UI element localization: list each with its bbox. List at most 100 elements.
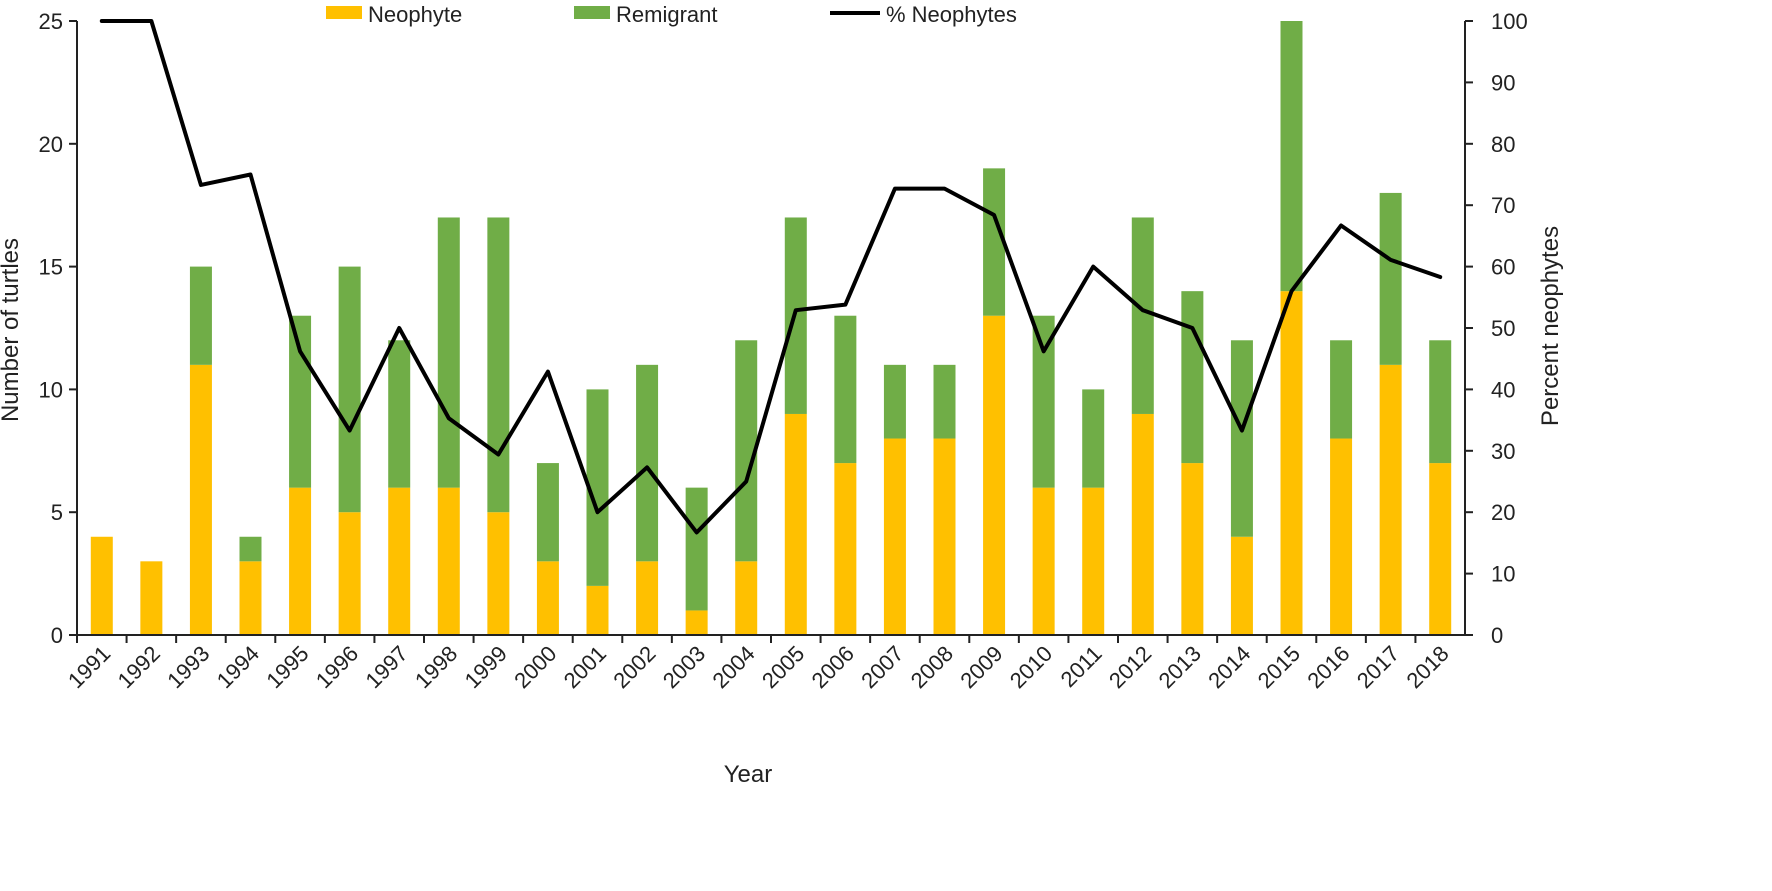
bar-neophyte-2013 bbox=[1181, 463, 1204, 635]
bar-neophyte-2007 bbox=[883, 438, 906, 635]
bar-neophyte-2017 bbox=[1379, 364, 1402, 635]
line-layer bbox=[99, 19, 1443, 535]
bar-remigrant-1994 bbox=[239, 536, 262, 562]
line-percent-neophytes bbox=[99, 19, 1443, 535]
bar-neophyte-2018 bbox=[1429, 463, 1452, 635]
x-tick-label-1998: 1998 bbox=[410, 641, 462, 693]
x-tick-label-2003: 2003 bbox=[658, 641, 710, 693]
x-tick-label-1994: 1994 bbox=[212, 641, 264, 693]
bar-neophyte-2005 bbox=[784, 413, 807, 635]
y2-tick-label-50: 50 bbox=[1491, 316, 1515, 341]
bar-remigrant-2003 bbox=[685, 487, 708, 611]
x-tick-label-2016: 2016 bbox=[1302, 641, 1354, 693]
y2-tick-label-80: 80 bbox=[1491, 132, 1515, 157]
y2-tick-label-90: 90 bbox=[1491, 70, 1515, 95]
x-tick-label-2012: 2012 bbox=[1104, 641, 1156, 693]
legend-label-remigrant: Remigrant bbox=[616, 2, 717, 27]
bar-neophyte-2008 bbox=[933, 438, 956, 635]
x-tick-label-1993: 1993 bbox=[162, 641, 214, 693]
legend-swatch-remigrant bbox=[574, 6, 610, 19]
x-tick-label-2010: 2010 bbox=[1005, 641, 1057, 693]
bar-remigrant-1993 bbox=[189, 266, 212, 365]
bar-neophyte-1996 bbox=[338, 512, 361, 635]
bar-remigrant-2004 bbox=[735, 340, 758, 562]
bar-neophyte-2015 bbox=[1280, 291, 1303, 635]
bar-remigrant-2012 bbox=[1131, 217, 1154, 414]
y2-tick-label-100: 100 bbox=[1491, 9, 1528, 34]
axes-layer bbox=[76, 21, 1466, 636]
x-tick-label-2001: 2001 bbox=[559, 641, 611, 693]
x-tick-label-2009: 2009 bbox=[955, 641, 1007, 693]
x-tick-label-1992: 1992 bbox=[113, 641, 165, 693]
y-tick-label-15: 15 bbox=[39, 255, 63, 280]
y-tick-label-20: 20 bbox=[39, 132, 63, 157]
y-axis-title: Number of turtles bbox=[0, 238, 24, 422]
bar-remigrant-2016 bbox=[1330, 340, 1353, 439]
bar-neophyte-2006 bbox=[834, 463, 857, 635]
x-tick-label-1991: 1991 bbox=[63, 641, 115, 693]
y-tick-label-10: 10 bbox=[39, 377, 63, 402]
bar-remigrant-2017 bbox=[1379, 192, 1402, 365]
x-tick-label-2002: 2002 bbox=[608, 641, 660, 693]
bar-neophyte-1991 bbox=[90, 536, 113, 635]
bar-neophyte-1999 bbox=[487, 512, 510, 635]
bar-neophyte-1992 bbox=[140, 561, 163, 635]
bar-neophyte-1993 bbox=[189, 364, 212, 635]
bar-neophyte-2003 bbox=[685, 610, 708, 635]
y-tick-label-0: 0 bbox=[51, 623, 63, 648]
bar-remigrant-2008 bbox=[933, 364, 956, 439]
x-axis-title: Year bbox=[724, 761, 773, 788]
bar-neophyte-2000 bbox=[536, 561, 559, 635]
bar-neophyte-1995 bbox=[289, 487, 312, 635]
x-tick-label-1995: 1995 bbox=[261, 641, 313, 693]
bar-remigrant-2009 bbox=[983, 168, 1006, 316]
bar-remigrant-2013 bbox=[1181, 291, 1204, 464]
y-tick-label-25: 25 bbox=[39, 9, 63, 34]
x-tick-label-2014: 2014 bbox=[1203, 641, 1255, 693]
x-tick-label-2015: 2015 bbox=[1253, 641, 1305, 693]
y2-axis-title: Percent neophytes bbox=[1537, 226, 1564, 426]
x-tick-label-1999: 1999 bbox=[460, 641, 512, 693]
bar-remigrant-2018 bbox=[1429, 340, 1452, 464]
bar-neophyte-2009 bbox=[983, 315, 1006, 635]
bar-neophyte-2002 bbox=[636, 561, 659, 635]
y2-tick-label-60: 60 bbox=[1491, 255, 1515, 280]
bar-neophyte-2011 bbox=[1082, 487, 1105, 635]
bar-neophyte-2016 bbox=[1330, 438, 1353, 635]
bar-remigrant-2007 bbox=[883, 364, 906, 439]
bar-neophyte-2010 bbox=[1032, 487, 1055, 635]
x-tick-label-2006: 2006 bbox=[807, 641, 859, 693]
x-tick-label-2005: 2005 bbox=[757, 641, 809, 693]
bar-remigrant-2002 bbox=[636, 364, 659, 562]
y2-tick-label-40: 40 bbox=[1491, 377, 1515, 402]
y2-tick-label-20: 20 bbox=[1491, 500, 1515, 525]
bar-remigrant-2001 bbox=[586, 389, 609, 586]
x-tick-label-2004: 2004 bbox=[707, 641, 759, 693]
y2-tick-label-10: 10 bbox=[1491, 562, 1515, 587]
bar-neophyte-1997 bbox=[388, 487, 411, 635]
bar-neophyte-2001 bbox=[586, 585, 609, 635]
bar-remigrant-1999 bbox=[487, 217, 510, 513]
bar-neophyte-2012 bbox=[1131, 413, 1154, 635]
legend-label-percent-neophytes: % Neophytes bbox=[886, 2, 1017, 27]
y-tick-label-5: 5 bbox=[51, 500, 63, 525]
x-tick-label-2013: 2013 bbox=[1154, 641, 1206, 693]
y2-tick-label-70: 70 bbox=[1491, 193, 1515, 218]
bar-remigrant-1997 bbox=[388, 340, 411, 488]
x-tick-label-2018: 2018 bbox=[1401, 641, 1453, 693]
bar-remigrant-2006 bbox=[834, 315, 857, 464]
legend: Neophyte Remigrant % Neophytes bbox=[326, 2, 1017, 27]
bar-remigrant-1995 bbox=[289, 315, 312, 488]
bar-remigrant-2015 bbox=[1280, 21, 1303, 292]
y2-tick-label-0: 0 bbox=[1491, 623, 1503, 648]
x-tick-label-2007: 2007 bbox=[856, 641, 908, 693]
bar-remigrant-1996 bbox=[338, 266, 361, 513]
x-tick-label-1997: 1997 bbox=[360, 641, 412, 693]
x-tick-label-2008: 2008 bbox=[906, 641, 958, 693]
bar-neophyte-1994 bbox=[239, 561, 262, 635]
x-tick-label-2017: 2017 bbox=[1352, 641, 1404, 693]
bar-neophyte-1998 bbox=[437, 487, 460, 635]
bar-remigrant-2000 bbox=[536, 463, 559, 562]
bar-neophyte-2014 bbox=[1230, 536, 1253, 635]
x-tick-label-2000: 2000 bbox=[509, 641, 561, 693]
